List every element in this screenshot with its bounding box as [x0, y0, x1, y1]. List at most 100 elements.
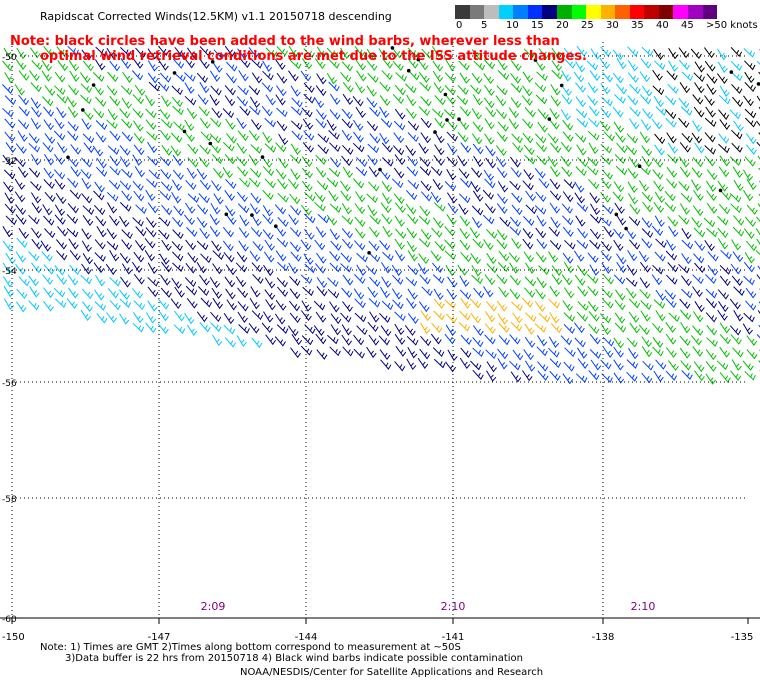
wind-barb [237, 48, 248, 60]
wind-barb [549, 190, 562, 201]
wind-barb [382, 226, 393, 238]
wind-barb [716, 360, 729, 371]
wind-barb [209, 94, 220, 106]
wind-barb [496, 145, 507, 157]
wind-barb [94, 239, 106, 250]
wind-barb [665, 109, 677, 120]
wind-speed-colorbar [455, 5, 718, 19]
wind-barb [14, 156, 26, 168]
wind-barb [43, 119, 54, 131]
wind-barb [445, 313, 458, 324]
wind-barb [2, 84, 14, 94]
wind-barb [613, 228, 625, 240]
wind-barb [131, 261, 143, 273]
wind-barb [742, 169, 754, 182]
colorbar-label: 25 [581, 20, 594, 31]
wind-barb [613, 181, 625, 193]
wind-barb [576, 118, 589, 128]
wind-barb [275, 59, 286, 71]
wind-barb [43, 179, 55, 190]
wind-barb [196, 168, 208, 180]
wind-barb [326, 177, 339, 188]
wind-barb [600, 155, 612, 165]
wind-barb [549, 358, 562, 369]
wind-barb [56, 274, 68, 285]
wind-barb [29, 70, 40, 82]
wind-barb [148, 81, 161, 92]
wind-barb [160, 287, 172, 298]
wind-barb [690, 48, 702, 60]
wind-barb [600, 191, 611, 203]
wind-barb [589, 228, 601, 240]
wind-barb [433, 82, 445, 94]
wind-barb [431, 227, 443, 238]
wind-barb [106, 119, 118, 130]
wind-barb [290, 106, 303, 116]
wind-barb [96, 157, 107, 169]
wind-barb [341, 334, 353, 346]
wind-barb [446, 168, 457, 181]
wind-barb [405, 276, 418, 287]
wind-barb [133, 273, 145, 285]
wind-barb [304, 228, 315, 240]
wind-barb [417, 263, 428, 275]
wind-barb [458, 203, 469, 216]
wind-barb [44, 191, 56, 203]
quality-flag-circle [756, 82, 760, 86]
wind-barb [54, 85, 66, 96]
wind-barb [262, 60, 273, 72]
wind-barb [718, 94, 731, 105]
wind-barb [509, 216, 521, 228]
wind-barb [315, 263, 327, 274]
wind-barb [264, 277, 276, 289]
wind-barb [290, 251, 302, 262]
wind-barb [54, 204, 66, 216]
wind-barb [352, 95, 364, 107]
wind-barb [300, 239, 312, 251]
wind-barb [329, 262, 342, 273]
quality-flag-circle [210, 60, 215, 64]
wind-barb [66, 213, 79, 224]
wind-barb [135, 47, 147, 58]
wind-barb [614, 322, 627, 333]
wind-barb [719, 346, 731, 358]
wind-barb [106, 191, 119, 202]
wind-barb [523, 251, 534, 263]
wind-barb [185, 239, 197, 251]
wind-barb [730, 203, 742, 214]
wind-barb [277, 286, 289, 298]
wind-barb [547, 133, 559, 144]
wind-barb [237, 130, 249, 141]
wind-barb [511, 301, 523, 312]
wind-barb [420, 322, 431, 334]
wind-barb [495, 108, 508, 120]
quality-flag-circle [559, 83, 564, 88]
wind-barb [457, 131, 469, 143]
wind-barb [82, 301, 93, 312]
wind-barb [731, 129, 743, 140]
wind-barb [665, 347, 677, 358]
wind-barb [485, 349, 497, 360]
wind-barb [666, 132, 677, 144]
wind-barb [667, 83, 679, 94]
wind-barb [496, 85, 508, 96]
wind-barb [121, 168, 133, 179]
wind-barb [4, 131, 16, 143]
wind-barb [67, 121, 79, 132]
wind-barb [80, 274, 92, 285]
wind-barb [732, 96, 744, 108]
wind-barb [315, 118, 327, 129]
wind-barb [132, 57, 144, 69]
wind-barb [317, 144, 329, 155]
wind-barb [418, 253, 430, 265]
wind-barb [418, 301, 430, 313]
colorbar-swatch [498, 5, 514, 19]
wind-barb [652, 85, 665, 96]
wind-barb [171, 132, 183, 143]
wind-barb [459, 72, 470, 84]
wind-barb [549, 285, 560, 298]
wind-barb [132, 108, 144, 119]
wind-barb [394, 250, 406, 262]
wind-barb [185, 262, 197, 274]
wind-barb [199, 117, 211, 129]
